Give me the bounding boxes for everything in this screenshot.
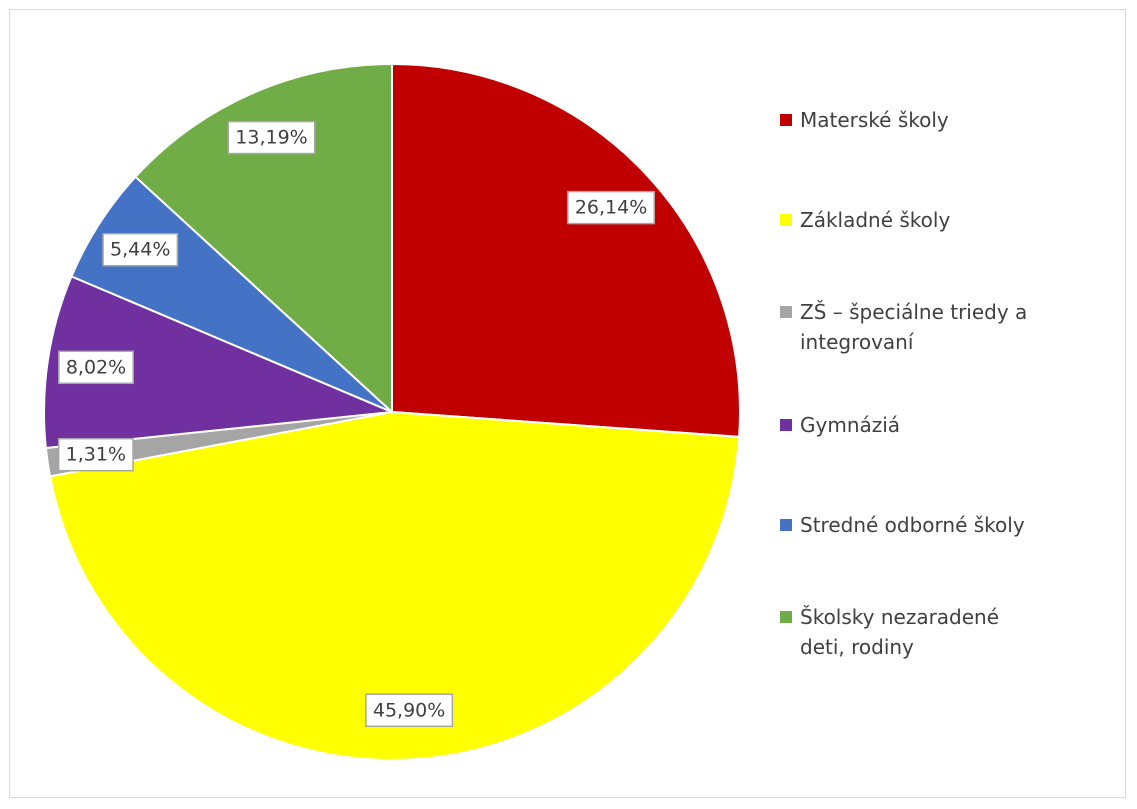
legend-label: Materské školy	[800, 108, 949, 132]
pie-slice	[48, 410, 741, 761]
data-label: 8,02%	[66, 356, 126, 378]
legend-item: Stredné odborné školy	[780, 510, 1100, 540]
legend-swatch	[780, 114, 792, 126]
data-label: 5,44%	[110, 239, 170, 261]
data-label: 1,31%	[66, 444, 126, 466]
legend-item: Základné školy	[780, 205, 1100, 235]
legend-label: Základné školy	[800, 208, 951, 232]
legend-label: Gymnáziá	[800, 413, 901, 437]
data-label-box	[58, 350, 134, 385]
legend-item: Materské školy	[780, 105, 1100, 135]
data-label: 45,90%	[373, 699, 445, 721]
legend-item: Školsky nezaradené deti, rodiny	[780, 602, 1100, 662]
legend-item: ZŠ – špeciálne triedy a integrovaní	[780, 297, 1100, 357]
pie-slice	[43, 275, 393, 450]
legend-item: Gymnáziá	[780, 410, 1100, 440]
legend-label: Stredné odborné školy	[800, 513, 1025, 537]
chart-frame	[9, 9, 1126, 798]
legend-swatch	[780, 306, 792, 318]
data-label: 26,14%	[575, 197, 647, 219]
data-label: 13,19%	[235, 127, 307, 149]
data-label-box	[227, 120, 316, 155]
legend-swatch	[780, 611, 792, 623]
legend-label: ZŠ – špeciálne triedy a integrovaní	[800, 300, 1028, 354]
data-label-box	[365, 693, 454, 728]
legend-swatch	[780, 419, 792, 431]
pie-slice	[134, 62, 393, 415]
data-label-box	[567, 190, 656, 225]
legend-swatch	[780, 519, 792, 531]
pie-slice	[391, 62, 741, 438]
data-label-box	[102, 232, 179, 267]
legend-label: Školsky nezaradené deti, rodiny	[800, 605, 1000, 659]
data-label-box	[57, 437, 134, 472]
legend-swatch	[780, 214, 792, 226]
